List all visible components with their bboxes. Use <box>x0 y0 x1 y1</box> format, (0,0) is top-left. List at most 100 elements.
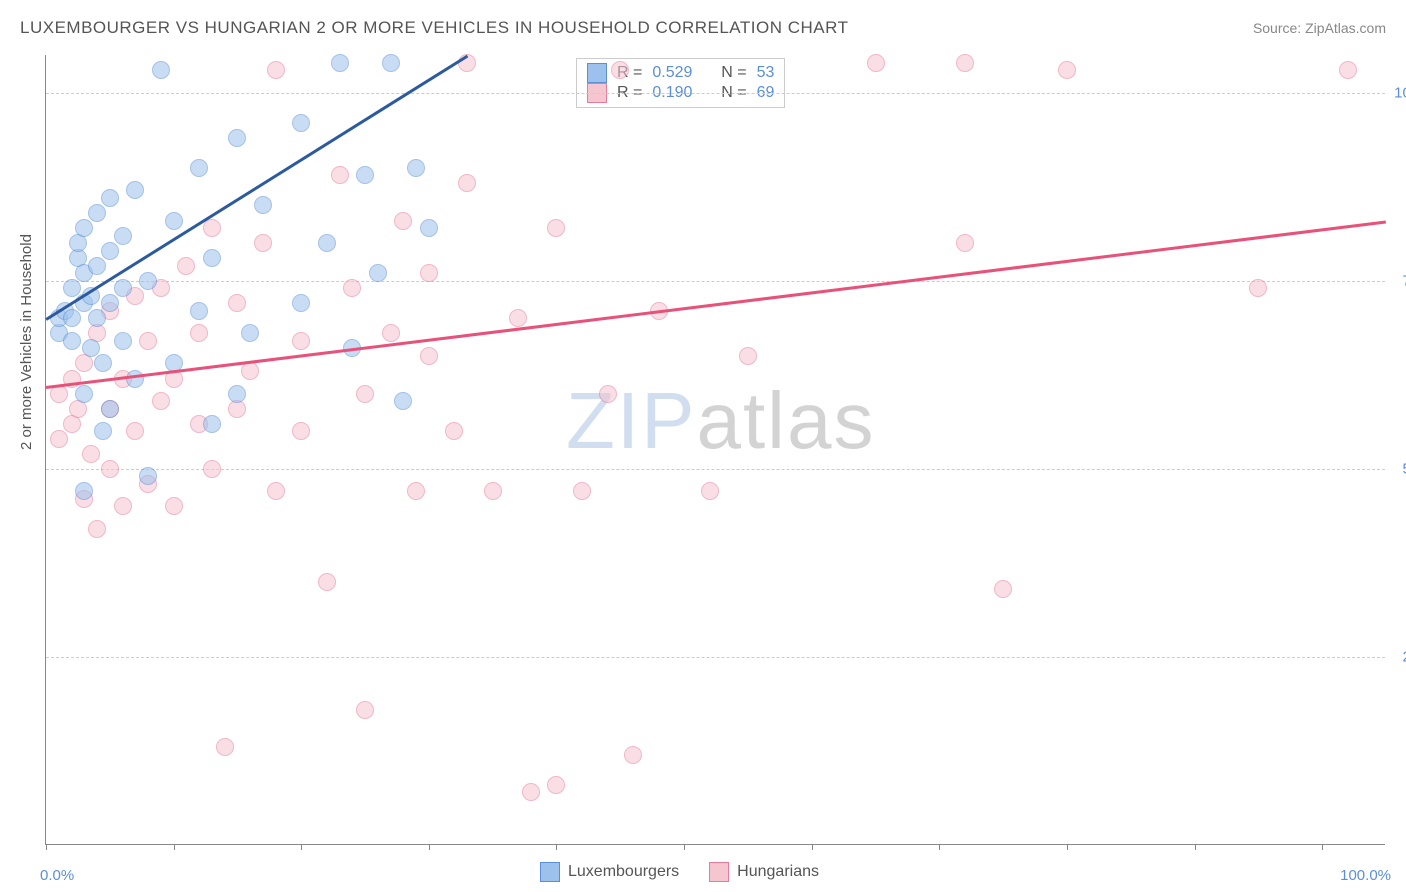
data-point <box>216 738 234 756</box>
data-point <box>114 497 132 515</box>
data-point <box>356 166 374 184</box>
data-point <box>420 264 438 282</box>
y-axis-label: 2 or more Vehicles in Household <box>18 234 35 450</box>
data-point <box>292 332 310 350</box>
stats-box: R =0.529 N =53R =0.190 N =69 <box>576 58 785 108</box>
data-point <box>241 362 259 380</box>
data-point <box>547 776 565 794</box>
data-point <box>190 159 208 177</box>
y-tick-label: 100.0% <box>1390 84 1406 101</box>
swatch-luxembourgers <box>540 862 560 882</box>
data-point <box>382 324 400 342</box>
data-point <box>484 482 502 500</box>
x-right-label: 100.0% <box>1340 867 1391 884</box>
data-point <box>75 482 93 500</box>
data-point <box>445 422 463 440</box>
data-point <box>599 385 617 403</box>
data-point <box>701 482 719 500</box>
r-value: 0.529 <box>652 64 692 82</box>
source-label: Source: ZipAtlas.com <box>1253 20 1386 36</box>
scatter-plot: ZIPatlas R =0.529 N =53R =0.190 N =69 25… <box>45 55 1385 845</box>
data-point <box>509 309 527 327</box>
legend-label-luxembourgers: Luxembourgers <box>568 863 679 881</box>
data-point <box>292 294 310 312</box>
data-point <box>88 520 106 538</box>
data-point <box>94 354 112 372</box>
data-point <box>867 54 885 72</box>
data-point <box>956 234 974 252</box>
data-point <box>50 430 68 448</box>
data-point <box>63 332 81 350</box>
data-point <box>203 249 221 267</box>
data-point <box>241 324 259 342</box>
data-point <box>292 422 310 440</box>
data-point <box>356 385 374 403</box>
data-point <box>82 339 100 357</box>
data-point <box>331 166 349 184</box>
legend: Luxembourgers Hungarians <box>540 862 819 882</box>
data-point <box>114 227 132 245</box>
data-point <box>139 467 157 485</box>
gridline <box>46 281 1385 282</box>
data-point <box>343 279 361 297</box>
data-point <box>152 61 170 79</box>
y-tick-label: 50.0% <box>1390 460 1406 477</box>
trend-line <box>46 221 1386 389</box>
gridline <box>46 93 1385 94</box>
x-tick <box>1195 844 1196 850</box>
data-point <box>318 234 336 252</box>
legend-label-hungarians: Hungarians <box>737 863 819 881</box>
data-point <box>139 332 157 350</box>
data-point <box>101 294 119 312</box>
data-point <box>88 204 106 222</box>
x-tick <box>1322 844 1323 850</box>
n-value: 53 <box>757 64 775 82</box>
data-point <box>203 415 221 433</box>
data-point <box>624 746 642 764</box>
data-point <box>101 460 119 478</box>
x-tick <box>684 844 685 850</box>
x-tick <box>301 844 302 850</box>
data-point <box>152 392 170 410</box>
data-point <box>114 332 132 350</box>
data-point <box>126 181 144 199</box>
data-point <box>254 196 272 214</box>
data-point <box>547 219 565 237</box>
chart-title: LUXEMBOURGER VS HUNGARIAN 2 OR MORE VEHI… <box>20 18 848 38</box>
data-point <box>318 573 336 591</box>
y-tick-label: 75.0% <box>1390 272 1406 289</box>
data-point <box>126 422 144 440</box>
data-point <box>956 54 974 72</box>
data-point <box>88 309 106 327</box>
stats-swatch <box>587 63 607 83</box>
x-left-label: 0.0% <box>40 867 74 884</box>
data-point <box>82 445 100 463</box>
x-tick <box>1067 844 1068 850</box>
x-tick <box>174 844 175 850</box>
data-point <box>126 370 144 388</box>
data-point <box>165 212 183 230</box>
data-point <box>101 400 119 418</box>
x-tick <box>429 844 430 850</box>
data-point <box>139 272 157 290</box>
data-point <box>420 347 438 365</box>
legend-item-luxembourgers: Luxembourgers <box>540 862 679 882</box>
data-point <box>458 174 476 192</box>
data-point <box>394 212 412 230</box>
data-point <box>165 497 183 515</box>
data-point <box>267 482 285 500</box>
x-tick <box>46 844 47 850</box>
data-point <box>203 460 221 478</box>
data-point <box>420 219 438 237</box>
data-point <box>88 257 106 275</box>
data-point <box>190 324 208 342</box>
data-point <box>203 219 221 237</box>
title-bar: LUXEMBOURGER VS HUNGARIAN 2 OR MORE VEHI… <box>20 18 1386 38</box>
y-tick-label: 25.0% <box>1390 648 1406 665</box>
legend-item-hungarians: Hungarians <box>709 862 819 882</box>
data-point <box>228 294 246 312</box>
data-point <box>522 783 540 801</box>
data-point <box>94 422 112 440</box>
data-point <box>292 114 310 132</box>
data-point <box>394 392 412 410</box>
